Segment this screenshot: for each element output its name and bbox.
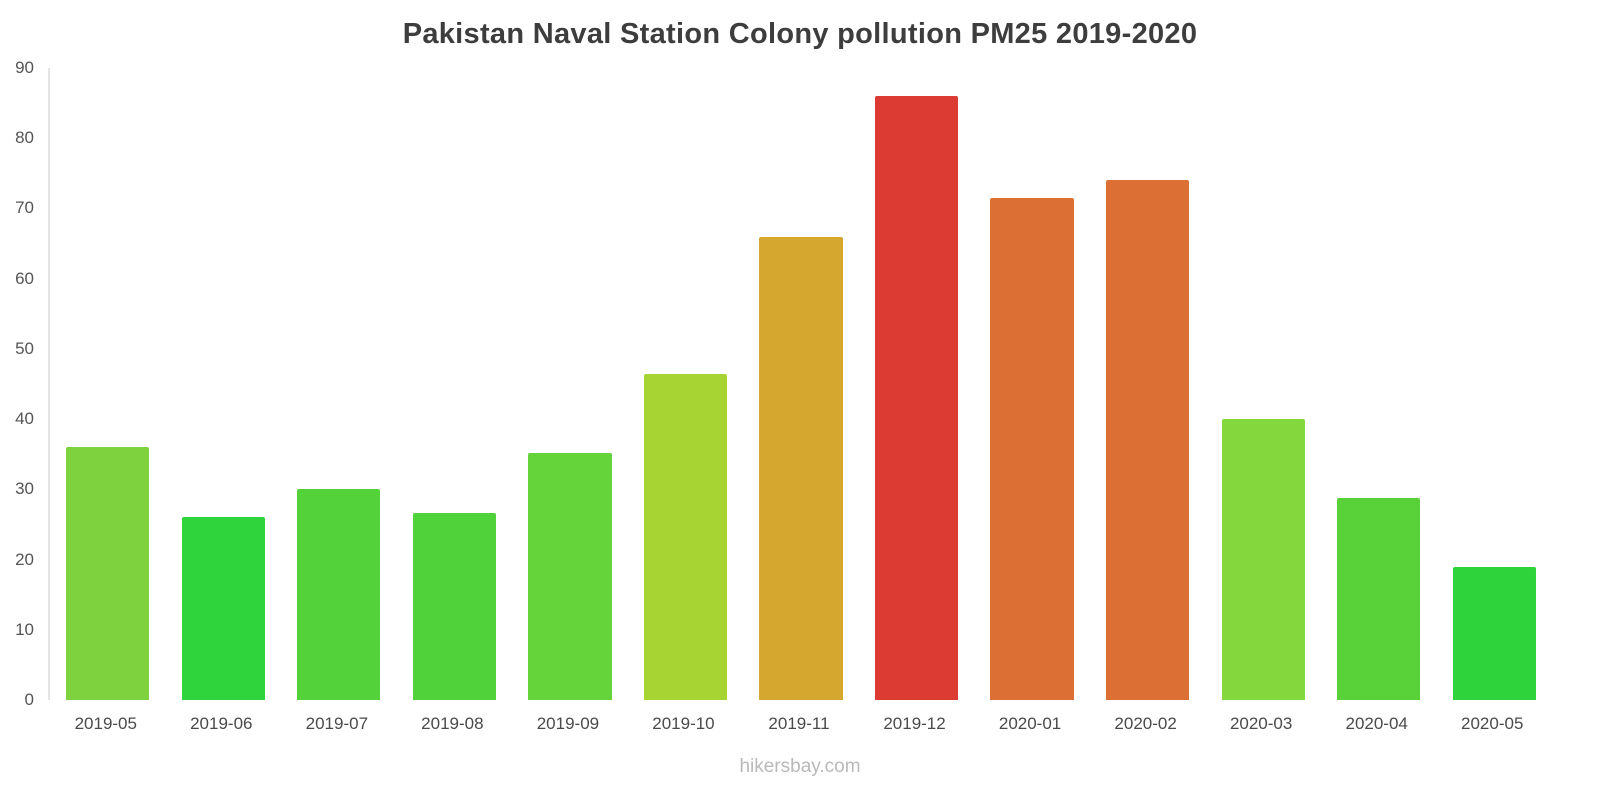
y-axis-label: 60 (15, 268, 34, 288)
x-axis-label: 2019-12 (883, 714, 946, 733)
x-axis-label: 2019-11 (768, 714, 830, 733)
bar-2019-06 (181, 517, 265, 700)
bar-2019-05 (66, 447, 150, 700)
y-axis-label: 10 (15, 619, 34, 639)
x-axis-label: 2020-01 (998, 714, 1062, 733)
x-axis-label: 2020-04 (1345, 714, 1408, 733)
y-axis-label: 70 (15, 198, 34, 218)
y-axis-label: 40 (15, 409, 34, 429)
plot-area (48, 68, 1552, 700)
bar-2020-03 (1221, 419, 1305, 700)
bar-2019-12 (874, 96, 959, 700)
watermark-text: hikersbay.com (739, 756, 861, 777)
bar-2019-08 (412, 512, 496, 700)
bar-2020-04 (1337, 498, 1421, 700)
x-axis-label: 2019-09 (536, 714, 600, 733)
y-axis-label: 20 (15, 549, 34, 569)
bar-2020-02 (1106, 180, 1190, 700)
x-axis: 2019-05 2019-06 2019-07 2019-08 2019-09 2019-… (48, 714, 1552, 742)
bar-2020-05 (1452, 566, 1536, 700)
y-axis-label: 30 (15, 479, 34, 499)
bar-2019-11 (759, 236, 843, 700)
x-axis-label: 2019-06 (190, 714, 253, 733)
x-axis-label: 2019-10 (652, 714, 715, 733)
bar-2019-07 (297, 489, 381, 700)
y-axis-label: 90 (15, 58, 34, 77)
x-axis-label: 2020-03 (1229, 714, 1293, 733)
chart-title: Pakistan Naval Station Colony pollution … (402, 18, 1198, 50)
bar-2020-01 (990, 197, 1074, 700)
x-axis-label: 2020-02 (1114, 714, 1177, 733)
y-axis: 0 10 20 30 40 50 60 70 80 90 (0, 58, 38, 709)
bar-2019-09 (528, 452, 612, 700)
x-axis-label: 2020-05 (1461, 714, 1524, 733)
y-axis-label: 50 (15, 338, 34, 358)
y-axis-label: 0 (24, 690, 34, 709)
bar-2019-10 (643, 374, 728, 700)
x-axis-label: 2019-08 (421, 714, 484, 733)
y-axis-label: 80 (15, 128, 34, 148)
x-axis-label: 2019-05 (74, 714, 137, 733)
x-axis-label: 2019-07 (305, 714, 369, 733)
